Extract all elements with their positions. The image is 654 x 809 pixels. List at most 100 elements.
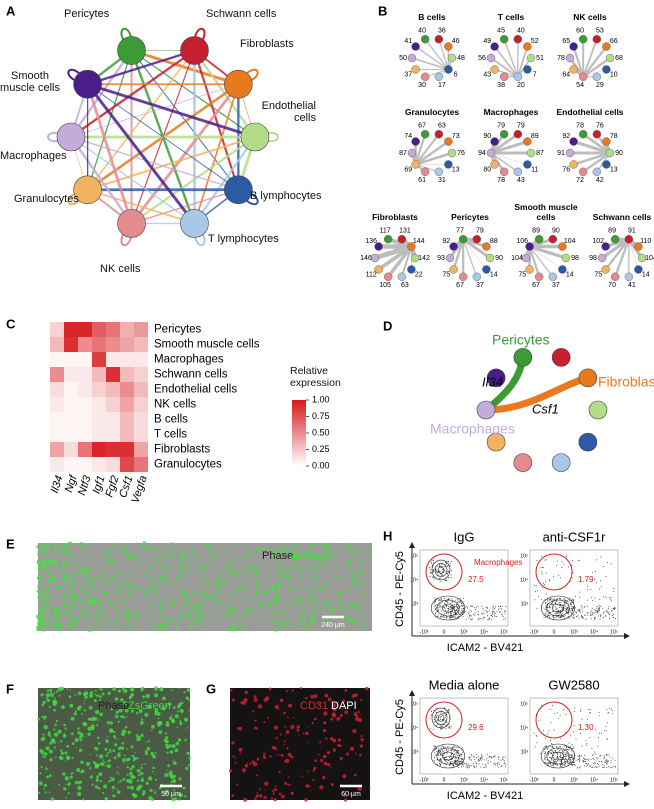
cell-signal [103, 603, 105, 606]
event [569, 602, 571, 604]
cell-signal [232, 586, 234, 588]
cell-dot [411, 160, 420, 169]
event [570, 762, 572, 763]
cell-signal [182, 598, 184, 600]
interaction-count: 80 [483, 166, 491, 173]
event [498, 606, 499, 608]
interaction-count: 90 [495, 255, 503, 262]
interaction-count: 78 [576, 123, 584, 130]
cell-signal [257, 704, 263, 709]
cell-signal [227, 609, 230, 613]
event [554, 601, 556, 603]
cell-signal [178, 574, 183, 579]
cell-signal [348, 618, 352, 622]
cell-dot [561, 253, 571, 263]
event [473, 755, 475, 757]
event [456, 603, 457, 605]
event [452, 765, 454, 766]
event [445, 750, 447, 751]
cell-signal [122, 777, 126, 781]
row-label: Endothelial cells [154, 384, 237, 396]
event [447, 560, 449, 562]
event [565, 748, 567, 750]
interaction-line [386, 244, 414, 279]
cell-signal [51, 608, 54, 612]
event [497, 762, 499, 764]
cell-signal [137, 610, 139, 612]
event [458, 761, 460, 763]
event [440, 755, 442, 757]
event [568, 566, 570, 568]
heatmap-cell [134, 382, 148, 397]
cell-signal [66, 553, 69, 556]
event [442, 601, 444, 603]
cell-signal [360, 574, 363, 577]
cell-signal [188, 611, 193, 617]
cell-signal [130, 774, 135, 779]
cell-signal [131, 754, 135, 758]
cell-signal [59, 757, 61, 760]
cell-signal [230, 601, 233, 604]
cell-signal [85, 611, 87, 614]
cell-signal [245, 698, 248, 701]
cell-signal [278, 770, 281, 774]
event [446, 752, 448, 754]
event [441, 566, 443, 568]
event [569, 604, 571, 606]
event [452, 760, 454, 762]
cell-signal [120, 733, 122, 735]
event [444, 603, 445, 605]
cell-signal [210, 547, 213, 551]
cell-signal [278, 550, 280, 553]
cell-signal [115, 737, 117, 739]
cell-signal [199, 623, 201, 625]
cell-signal [194, 601, 197, 604]
event [473, 756, 475, 758]
cell-signal [313, 608, 317, 613]
event [492, 605, 494, 607]
cell-signal [238, 747, 243, 752]
event [594, 597, 596, 599]
cell-signal [332, 748, 336, 752]
cell-signal [78, 794, 80, 796]
event [550, 722, 552, 724]
cell-signal [151, 547, 155, 551]
cell-signal [338, 591, 342, 595]
cell-signal [117, 772, 120, 775]
cell-signal [51, 621, 55, 624]
event [436, 716, 438, 718]
heatmap-cell [106, 427, 120, 442]
cell-signal [61, 565, 66, 570]
cell-signal [123, 545, 127, 549]
cell-signal [183, 604, 188, 609]
cell-signal [159, 610, 162, 613]
event [457, 600, 459, 602]
density-contour [442, 751, 454, 761]
cell-signal [89, 596, 94, 602]
event [586, 605, 588, 607]
event [454, 600, 456, 602]
cell-signal [236, 727, 240, 730]
event [442, 751, 444, 752]
cell-signal [299, 585, 302, 588]
cell-signal [64, 580, 69, 585]
interaction-count: 104 [645, 255, 654, 262]
cell-dot [486, 53, 496, 63]
event [565, 610, 567, 612]
cell-dot [634, 265, 643, 274]
cell-signal [193, 605, 197, 610]
event [437, 609, 439, 611]
event [579, 755, 581, 757]
event [487, 615, 488, 617]
interaction-count: 60 [576, 28, 584, 35]
event [480, 766, 482, 768]
cell-dot [374, 242, 383, 251]
panel-label: C [6, 316, 16, 331]
cell-signal [69, 689, 71, 691]
cell-signal [187, 763, 191, 767]
event [476, 765, 477, 767]
heatmap-cell [50, 367, 64, 382]
cell-signal [129, 771, 133, 776]
event [587, 589, 588, 591]
event [579, 608, 581, 610]
